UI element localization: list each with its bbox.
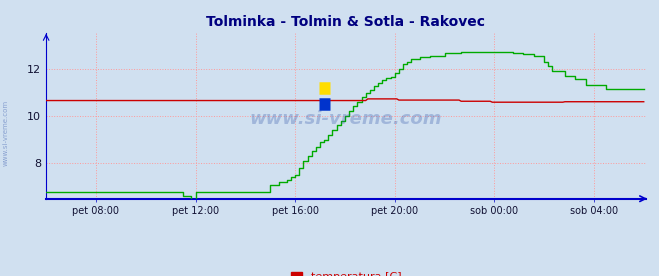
Legend: temperatura [C], pretok [m3/s]: temperatura [C], pretok [m3/s] [286,267,406,276]
Text: www.si-vreme.com: www.si-vreme.com [2,99,9,166]
Text: www.si-vreme.com: www.si-vreme.com [250,110,442,128]
Title: Tolminka - Tolmin & Sotla - Rakovec: Tolminka - Tolmin & Sotla - Rakovec [206,15,486,29]
